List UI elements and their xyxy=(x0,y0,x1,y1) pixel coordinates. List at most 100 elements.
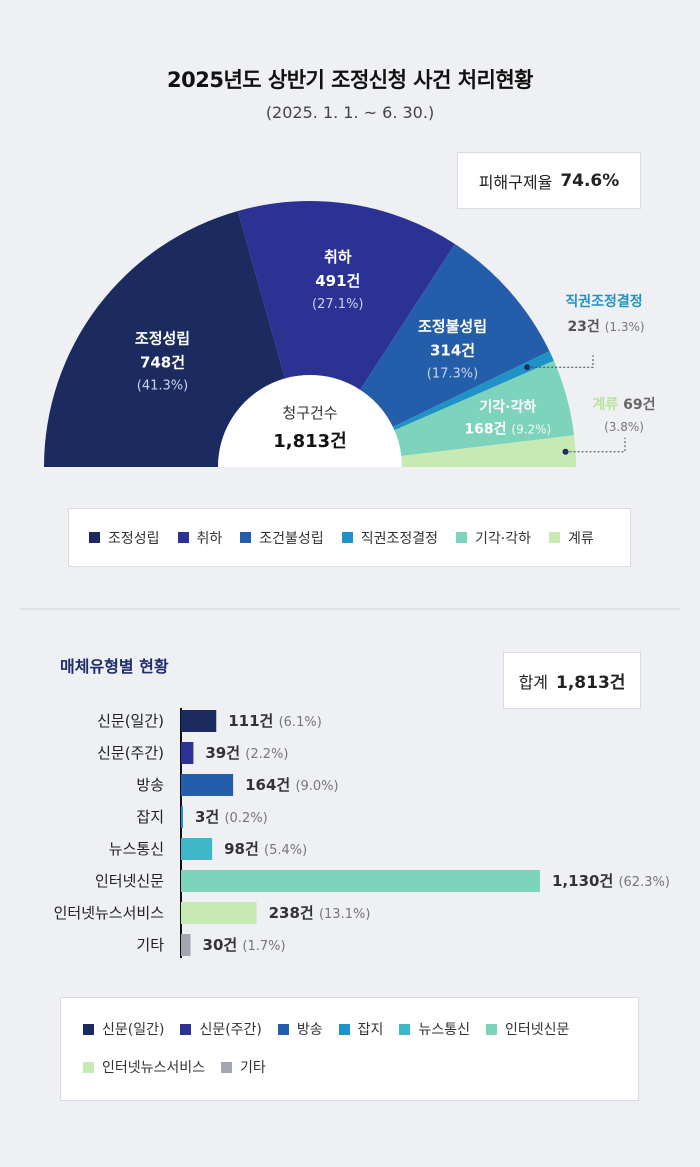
bar-value-6: 238건 (13.1%) xyxy=(269,904,371,922)
bar-legend-label-2: 방송 xyxy=(296,1022,323,1038)
pie-slice-0 xyxy=(44,210,286,467)
slice-label-name-3: 직권조정결정 xyxy=(565,293,642,310)
pie-legend-item-1: 취하 xyxy=(177,528,222,548)
total-label: 합계 xyxy=(518,672,549,692)
pie-legend-label-5: 계류 xyxy=(567,530,594,547)
slice-label-pct-0: (41.3%) xyxy=(137,378,188,393)
bar-category-3: 잡지 xyxy=(136,808,164,826)
pie-legend-swatch-3 xyxy=(341,532,353,543)
bar-pct-7: (1.7%) xyxy=(242,939,285,954)
callout-line-3 xyxy=(527,355,594,368)
pie-slice-4 xyxy=(394,360,575,457)
pie-center-label: 청구건수 xyxy=(282,404,337,422)
slice-label-pct-4: (9.2%) xyxy=(511,422,551,436)
bar-category-1: 신문(주간) xyxy=(97,744,164,762)
bar-category-7: 기타 xyxy=(136,936,164,954)
bar-pct-3: (0.2%) xyxy=(224,811,267,826)
bar-7 xyxy=(181,934,191,956)
pie-legend-label-4: 기각·각하 xyxy=(474,530,531,547)
slice-label-count-0: 748건 xyxy=(140,353,185,371)
bar-legend-swatch-6 xyxy=(83,1061,94,1073)
total-value: 1,813건 xyxy=(556,673,626,693)
pie-legend-swatch-5 xyxy=(548,532,560,543)
bar-0 xyxy=(181,710,217,732)
bar-legend-item-0: 신문(일간) xyxy=(83,1010,164,1048)
bar-value-0: 111건 (6.1%) xyxy=(228,712,322,730)
slice-label-pct-3: (1.3%) xyxy=(605,320,645,334)
callout-line-5 xyxy=(565,437,626,453)
bar-legend-item-6: 인터넷뉴스서비스 xyxy=(83,1048,205,1086)
bar-legend-swatch-2 xyxy=(277,1023,289,1035)
bar-value-3: 3건 (0.2%) xyxy=(195,808,268,826)
slice-label-pct-2: (17.3%) xyxy=(427,366,478,381)
bar-value-2: 164건 (9.0%) xyxy=(245,776,339,794)
bar-pct-1: (2.2%) xyxy=(245,747,288,762)
pie-legend-item-2: 조건불성립 xyxy=(240,528,324,548)
pie-legend-label-3: 직권조정결정 xyxy=(360,530,438,547)
bar-category-6: 인터넷뉴스서비스 xyxy=(54,904,165,922)
pie-legend-item-4: 기각·각하 xyxy=(455,528,531,548)
bar-category-2: 방송 xyxy=(136,776,164,794)
slice-label-count-3: 23건 (1.3%) xyxy=(567,318,644,335)
bar-legend-label-5: 인터넷신문 xyxy=(504,1022,570,1038)
bar-legend-item-5: 인터넷신문 xyxy=(485,1010,570,1048)
relief-rate-value: 74.6% xyxy=(560,170,620,191)
bar-legend-item-7: 기타 xyxy=(221,1048,266,1086)
bar-legend-item-3: 잡지 xyxy=(338,1010,384,1048)
bar-legend-label-3: 잡지 xyxy=(357,1022,384,1038)
bar-value-4: 98건 (5.4%) xyxy=(224,840,307,858)
bar-legend-swatch-4 xyxy=(399,1023,411,1035)
bar-4 xyxy=(181,838,213,860)
bar-value-7: 30건 (1.7%) xyxy=(203,936,286,954)
bar-5 xyxy=(181,870,540,892)
slice-label-name-2: 조정불성립 xyxy=(418,317,487,335)
total-box: 합계 1,813건 xyxy=(503,652,641,709)
bar-legend-label-4: 뉴스통신 xyxy=(418,1022,470,1038)
media-section-title: 매체유형별 현황 xyxy=(60,657,169,676)
slice-label-name-4: 기각·각하 xyxy=(479,398,536,415)
pie-legend-item-0: 조정성립 xyxy=(89,528,160,548)
pie-legend-item-3: 직권조정결정 xyxy=(341,528,438,548)
pie-legend-label-2: 조건불성립 xyxy=(259,530,324,547)
bar-pct-2: (9.0%) xyxy=(295,779,338,794)
media-bar-chart: 신문(일간) 111건 (6.1%) 신문(주간) 39건 (2.2%) 방송 164건 … xyxy=(54,708,670,958)
bar-pct-0: (6.1%) xyxy=(279,715,322,730)
pie-legend: 조정성립 취하 조건불성립 직권조정결정 기각·각하 계류 xyxy=(68,508,631,567)
bar-2 xyxy=(181,774,234,796)
slice-label-pct-1: (27.1%) xyxy=(312,297,363,312)
pie-center-value: 1,813건 xyxy=(273,431,347,452)
section-divider xyxy=(20,608,680,610)
pie-legend-swatch-0 xyxy=(89,532,100,543)
bar-legend-item-2: 방송 xyxy=(277,1010,323,1048)
slice-label-name-1: 취하 xyxy=(324,248,352,266)
bar-legend-item-4: 뉴스통신 xyxy=(399,1010,470,1048)
slice-label-name-0: 조정성립 xyxy=(135,329,190,347)
pie-slice-5 xyxy=(401,435,576,467)
bar-1 xyxy=(181,742,194,764)
bar-value-5: 1,130건 (62.3%) xyxy=(552,872,670,890)
bar-3 xyxy=(181,806,183,828)
pie-legend-swatch-4 xyxy=(455,532,467,543)
slice-label-count-5: 69건 xyxy=(623,396,655,413)
pie-legend-label-0: 조정성립 xyxy=(108,530,160,547)
bar-legend-swatch-0 xyxy=(83,1023,94,1035)
relief-rate-box: 피해구제율 74.6% xyxy=(457,152,641,209)
page-subtitle: (2025. 1. 1. ~ 6. 30.) xyxy=(265,103,435,122)
bar-value-1: 39건 (2.2%) xyxy=(205,744,288,762)
pie-slice-3 xyxy=(392,351,554,431)
pie-slice-1 xyxy=(237,200,455,390)
bar-category-5: 인터넷신문 xyxy=(95,872,164,890)
bar-6 xyxy=(181,902,257,924)
bar-legend-swatch-5 xyxy=(485,1023,497,1035)
bar-legend-swatch-1 xyxy=(180,1023,192,1035)
slice-label-count-1: 491건 xyxy=(315,272,360,290)
pie-legend-swatch-2 xyxy=(240,532,252,543)
bar-category-0: 신문(일간) xyxy=(97,712,164,730)
bar-legend-item-1: 신문(주간) xyxy=(180,1010,262,1048)
bar-legend-label-1: 신문(주간) xyxy=(199,1022,262,1038)
pie-center xyxy=(218,375,402,467)
bar-pct-5: (62.3%) xyxy=(618,875,669,890)
slice-label-name-5: 계류 69건 xyxy=(592,396,655,413)
bar-legend-label-6: 인터넷뉴스서비스 xyxy=(102,1060,206,1076)
